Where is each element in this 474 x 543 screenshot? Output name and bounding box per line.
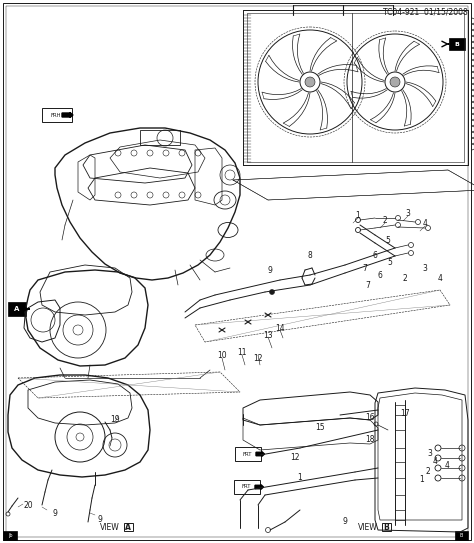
Text: 14: 14 <box>275 324 285 332</box>
Text: 2: 2 <box>426 466 430 476</box>
Bar <box>3 531 17 540</box>
Circle shape <box>305 77 315 87</box>
Text: B: B <box>455 41 459 47</box>
Text: B: B <box>459 533 463 538</box>
FancyArrow shape <box>255 485 264 489</box>
Text: VIEW: VIEW <box>100 522 120 532</box>
Bar <box>124 523 133 531</box>
Text: 17: 17 <box>400 408 410 418</box>
Bar <box>42 108 72 122</box>
Text: 16: 16 <box>365 414 375 422</box>
Text: 6: 6 <box>373 250 377 260</box>
Text: 20: 20 <box>23 501 33 509</box>
Text: 2: 2 <box>402 274 407 282</box>
Text: 12: 12 <box>253 353 263 363</box>
Text: 11: 11 <box>237 348 247 357</box>
Text: A: A <box>14 306 20 312</box>
Bar <box>382 523 391 531</box>
Text: 3: 3 <box>422 263 428 273</box>
Bar <box>455 531 468 540</box>
Text: 13: 13 <box>263 331 273 339</box>
Text: 5: 5 <box>385 236 391 244</box>
Text: VIEW: VIEW <box>358 522 378 532</box>
Text: 1: 1 <box>298 473 302 483</box>
Text: 4: 4 <box>433 458 438 466</box>
Text: 2: 2 <box>383 216 387 224</box>
Text: 9: 9 <box>53 508 57 517</box>
Text: 9: 9 <box>98 515 102 525</box>
Text: jb: jb <box>8 533 12 538</box>
Bar <box>140 130 180 145</box>
Text: 7: 7 <box>365 281 371 289</box>
Bar <box>449 38 465 50</box>
Text: B: B <box>383 522 389 532</box>
FancyArrow shape <box>256 452 264 456</box>
Text: 12: 12 <box>290 453 300 463</box>
Text: 9: 9 <box>267 266 273 275</box>
Text: 4: 4 <box>438 274 442 282</box>
Text: 4: 4 <box>422 218 428 228</box>
Text: 7: 7 <box>363 263 367 273</box>
Circle shape <box>270 289 274 294</box>
Text: 6: 6 <box>378 270 383 280</box>
Text: FRH: FRH <box>50 112 61 117</box>
Text: 8: 8 <box>308 250 312 260</box>
Bar <box>235 447 261 461</box>
Text: 1: 1 <box>356 211 360 219</box>
Text: 1: 1 <box>419 476 424 484</box>
Text: TC04-921  01/15/2008: TC04-921 01/15/2008 <box>383 7 468 16</box>
Text: 3: 3 <box>428 449 432 458</box>
Text: 10: 10 <box>217 350 227 359</box>
Text: 5: 5 <box>388 257 392 267</box>
Circle shape <box>390 77 400 87</box>
Text: 18: 18 <box>365 435 375 445</box>
Text: 19: 19 <box>110 415 120 425</box>
Text: 9: 9 <box>343 516 347 526</box>
Text: 3: 3 <box>406 209 410 218</box>
Text: FRT: FRT <box>243 451 253 457</box>
Text: 4: 4 <box>445 460 449 470</box>
Text: FRT: FRT <box>242 484 252 489</box>
Bar <box>234 480 260 494</box>
Bar <box>8 302 26 316</box>
Text: 15: 15 <box>315 424 325 433</box>
Text: A: A <box>125 522 131 532</box>
FancyArrow shape <box>62 112 73 117</box>
